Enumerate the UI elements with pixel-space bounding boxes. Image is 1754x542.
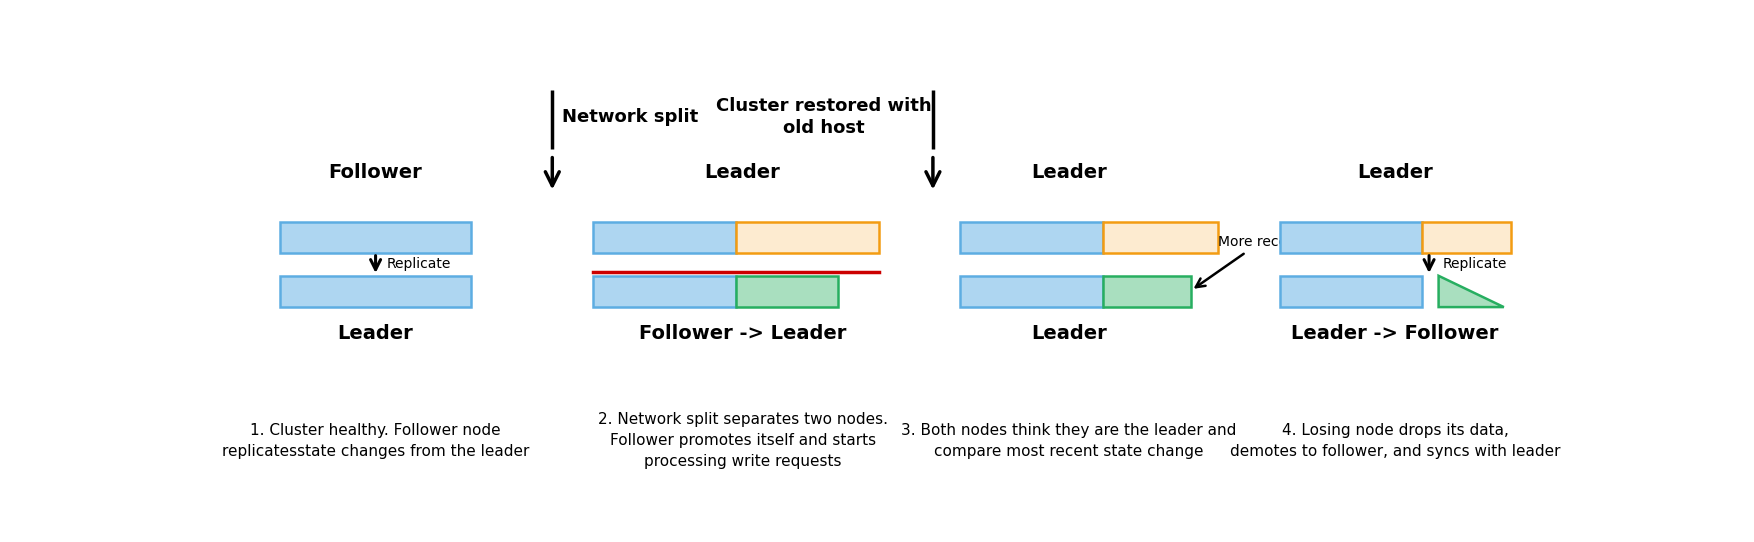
Bar bbox=[281, 222, 470, 253]
Text: Network split: Network split bbox=[561, 108, 698, 126]
Text: Follower: Follower bbox=[328, 163, 423, 182]
Text: 1. Cluster healthy. Follower node
replicatesstate changes from the leader: 1. Cluster healthy. Follower node replic… bbox=[223, 423, 530, 459]
Bar bbox=[281, 276, 470, 307]
Bar bbox=[737, 222, 879, 253]
Text: Leader: Leader bbox=[1358, 163, 1433, 182]
Polygon shape bbox=[1438, 276, 1503, 307]
Text: Leader: Leader bbox=[705, 163, 781, 182]
Text: Cluster restored with
old host: Cluster restored with old host bbox=[716, 97, 931, 137]
Bar bbox=[1103, 222, 1219, 253]
Bar bbox=[593, 222, 737, 253]
Bar bbox=[737, 276, 838, 307]
Text: Leader: Leader bbox=[1031, 324, 1107, 343]
Text: Leader: Leader bbox=[339, 324, 414, 343]
Text: More recent: More recent bbox=[1196, 235, 1301, 287]
Text: Replicate: Replicate bbox=[1444, 257, 1507, 272]
Text: Follower -> Leader: Follower -> Leader bbox=[638, 324, 845, 343]
Text: 4. Losing node drops its data,
demotes to follower, and syncs with leader: 4. Losing node drops its data, demotes t… bbox=[1230, 423, 1561, 459]
Bar bbox=[1280, 222, 1422, 253]
Text: Leader -> Follower: Leader -> Follower bbox=[1291, 324, 1498, 343]
Text: Replicate: Replicate bbox=[386, 257, 451, 272]
Bar bbox=[959, 276, 1103, 307]
Bar bbox=[1422, 222, 1510, 253]
Bar bbox=[1103, 276, 1191, 307]
Text: Leader: Leader bbox=[1031, 163, 1107, 182]
Text: 2. Network split separates two nodes.
Follower promotes itself and starts
proces: 2. Network split separates two nodes. Fo… bbox=[598, 412, 888, 469]
Bar bbox=[959, 222, 1103, 253]
Bar bbox=[1280, 276, 1422, 307]
Text: 3. Both nodes think they are the leader and
compare most recent state change: 3. Both nodes think they are the leader … bbox=[902, 423, 1237, 459]
Bar bbox=[593, 276, 737, 307]
